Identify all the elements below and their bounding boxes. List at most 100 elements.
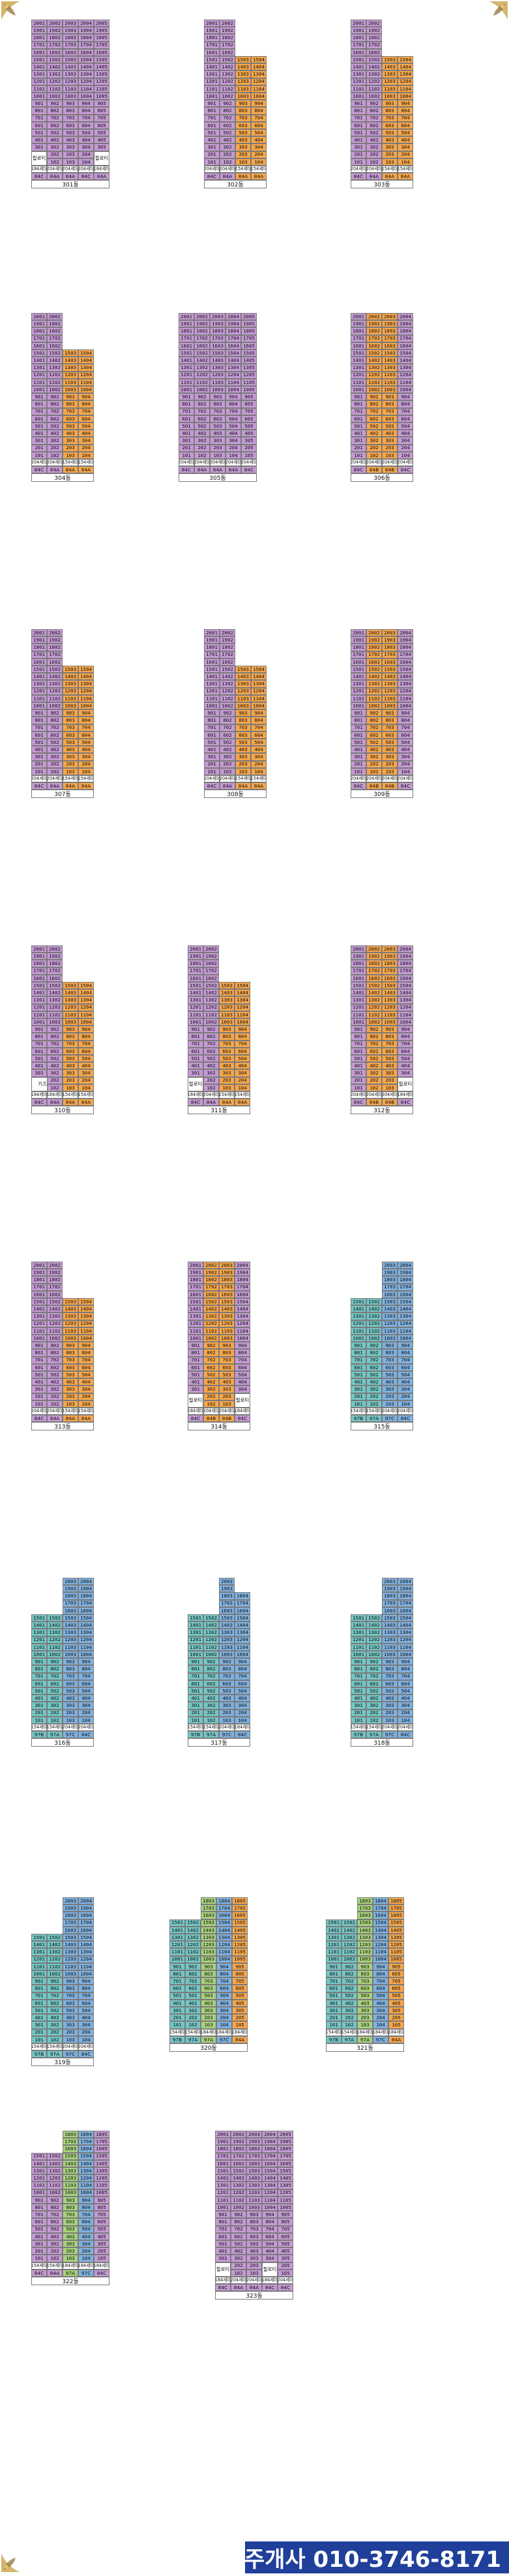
unit-cell: 702 — [47, 1356, 63, 1364]
unit-cell: 302 — [342, 2007, 357, 2015]
unit-cell: 503 — [63, 1371, 78, 1379]
unit-cell: 1403 — [357, 1926, 373, 1934]
unit-cell: 502 — [47, 2225, 63, 2233]
unit-cell: 501 — [31, 739, 47, 747]
unit-cell: 604 — [78, 1363, 94, 1371]
unit-cell: 1004 — [398, 702, 413, 710]
unit-cell: 1504 — [398, 1298, 413, 1306]
unit-cell: 803 — [382, 1349, 398, 1357]
unit-cell: 601 — [351, 1680, 366, 1687]
unit-cell: 604 — [373, 1985, 388, 1992]
unit-cell: 1804 — [78, 34, 94, 42]
unit-cell: 802 — [366, 1033, 382, 1041]
unit-count-cell: 204세대 — [366, 775, 382, 783]
unit-cell: 103 — [382, 1084, 398, 1091]
unit-cell: 1601 — [31, 974, 47, 982]
unit-cell: 1201 — [31, 78, 47, 85]
unit-count-cell: 154세대 — [366, 1408, 382, 1415]
unit-cell: 2002 — [194, 313, 210, 321]
unit-count-cell: 204세대 — [204, 775, 220, 783]
unit-cell: 1703 — [382, 967, 398, 975]
unit-cell: 904 — [78, 100, 94, 108]
unit-count-cell: 154세대 — [351, 1408, 366, 1415]
unit-cell: 1602 — [47, 48, 63, 56]
unit-cell: 1005 — [388, 1955, 404, 1963]
unit-cell: 803 — [219, 1349, 235, 1357]
unit-cell: 902 — [220, 100, 235, 108]
unit-cell: 901 — [188, 1026, 203, 1033]
building-label: 315동 — [351, 1422, 413, 1431]
unit-cell: 903 — [357, 1962, 373, 1970]
unit-count-cell: 154세대 — [31, 2043, 47, 2051]
unit-cell: 301 — [204, 143, 220, 151]
unit-cell: 1604 — [225, 342, 241, 349]
unit-cell: 1902 — [194, 320, 210, 328]
unit-cell: 1303 — [382, 680, 398, 688]
unit-cell: 101 — [31, 767, 47, 775]
unit-cell: 2004 — [78, 20, 94, 27]
unit-cell: 1102 — [366, 85, 382, 93]
unit-cell: 1704 — [78, 2138, 94, 2146]
unit-cell: 1703 — [63, 41, 78, 49]
unit-cell: 1404 — [78, 989, 94, 997]
unit-cell: 1402 — [47, 63, 63, 71]
unit-cell: 705 — [232, 1977, 248, 1985]
unit-count-cell: 204세대 — [382, 1408, 398, 1415]
unit-cell: 2001 — [351, 945, 366, 953]
unit-cell: 1504 — [251, 56, 267, 64]
unit-cell: 501 — [188, 1055, 203, 1063]
unit-cell: 1904 — [235, 1269, 250, 1277]
unit-cell: 303 — [63, 143, 78, 151]
unit-cell: 1104 — [262, 2196, 278, 2204]
unit-cell: 601 — [188, 1680, 203, 1687]
unit-count-cell: 204세대 — [225, 459, 241, 467]
unit-cell: 1504 — [78, 56, 94, 64]
unit-cell: 802 — [366, 1349, 382, 1357]
unit-cell: 702 — [366, 114, 382, 122]
unit-type-cell: 84A — [220, 173, 235, 181]
unit-cell: 2002 — [366, 20, 382, 27]
unit-cell: 401 — [31, 430, 47, 437]
unit-cell: 305 — [232, 2007, 248, 2015]
unit-cell: 101 — [351, 767, 366, 775]
unit-cell: 805 — [232, 1970, 248, 1978]
unit-cell: 1004 — [398, 1651, 413, 1659]
unit-cell: 1104 — [251, 85, 267, 93]
unit-count-cell: 204세대 — [278, 2277, 293, 2285]
unit-cell: 1501 — [351, 349, 366, 357]
unit-cell: 101 — [31, 451, 47, 459]
unit-cell: 1604 — [235, 1290, 250, 1298]
unit-cell: 2002 — [203, 945, 219, 953]
unit-cell: 603 — [235, 121, 251, 129]
unit-cell: 1203 — [219, 1320, 235, 1327]
unit-cell: 901 — [31, 2196, 47, 2204]
unit-cell: 603 — [63, 1047, 78, 1055]
unit-cell: 1601 — [215, 2159, 231, 2167]
unit-cell: 1902 — [47, 636, 63, 644]
unit-cell: 1202 — [366, 687, 382, 695]
unit-cell: 1001 — [31, 93, 47, 100]
unit-cell: 103 — [219, 1716, 235, 1724]
unit-type-cell: 84B — [203, 1415, 219, 1423]
unit-cell: 1603 — [382, 1290, 398, 1298]
unit-cell: 103 — [63, 767, 78, 775]
unit-cell: 702 — [366, 724, 382, 732]
unit-cell: 304 — [398, 143, 413, 151]
contact-phone-banner[interactable]: 복곡일주개사 010-3746-8171 — [245, 2541, 509, 2573]
unit-cell: 601 — [351, 415, 366, 422]
unit-cell: 1804 — [235, 1592, 250, 1600]
unit-cell: 1202 — [366, 78, 382, 85]
unit-cell: 901 — [204, 709, 220, 717]
unit-cell: 303 — [219, 1702, 235, 1710]
unit-cell: 704 — [78, 1356, 94, 1364]
unit-cell: 1504 — [235, 1614, 250, 1622]
unit-cell: 1101 — [31, 1962, 47, 1970]
unit-cell: 701 — [188, 1672, 203, 1680]
unit-cell: 1204 — [235, 1003, 250, 1011]
unit-cell: 1603 — [246, 2159, 262, 2167]
unit-cell: 604 — [78, 731, 94, 739]
unit-cell: 1103 — [235, 694, 251, 702]
unit-cell: 1404 — [398, 989, 413, 997]
unit-cell: 1304 — [398, 996, 413, 1004]
unit-cell: 1701 — [215, 2152, 231, 2160]
